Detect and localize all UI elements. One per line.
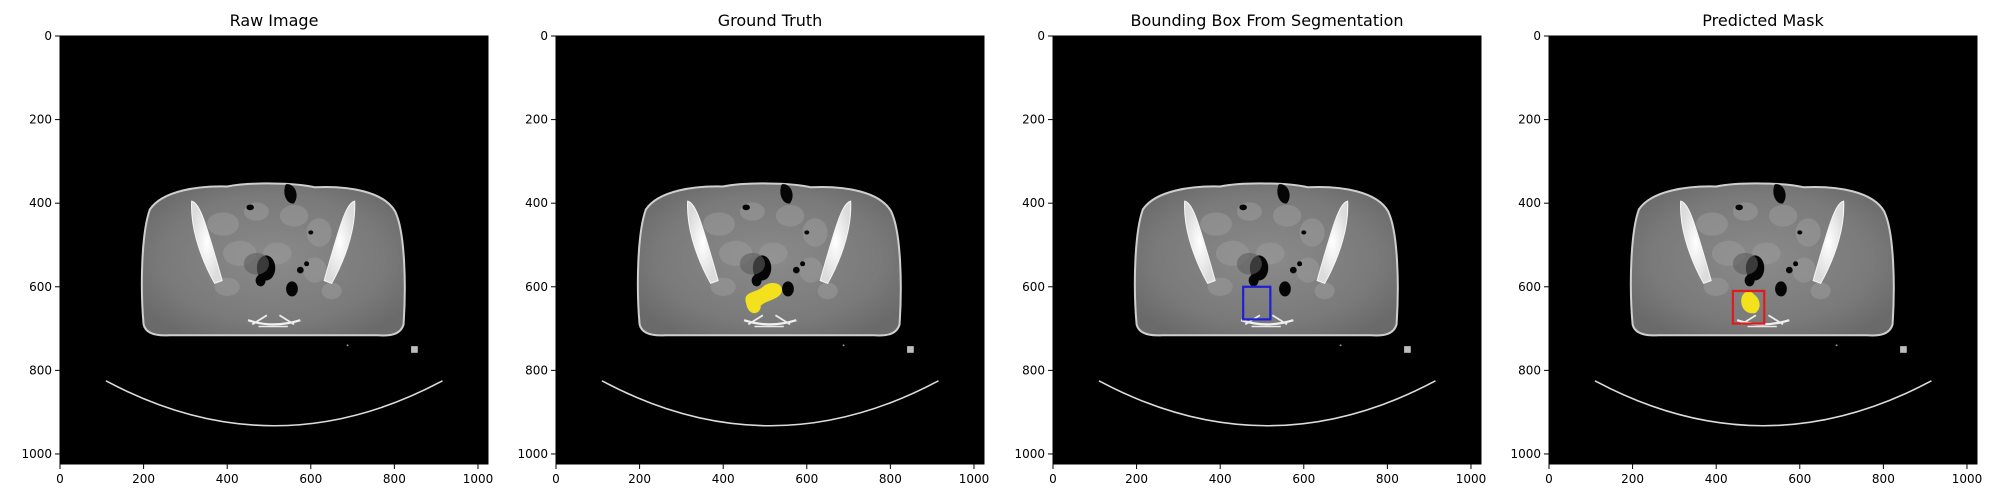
y-tick-label: 1000 xyxy=(1510,447,1541,461)
x-tick-label: 800 xyxy=(383,472,406,486)
ct-scan-slice xyxy=(105,182,443,427)
x-tick-label: 1000 xyxy=(1456,472,1487,486)
y-tick-label: 0 xyxy=(1037,29,1045,43)
segmentation-bounding-box xyxy=(1242,285,1272,321)
y-tick-label: 600 xyxy=(1518,280,1541,294)
y-tick-label: 200 xyxy=(525,113,548,127)
panel-4: Predicted Mask 0 200 400 600 800 1000 0 200 400 60… xyxy=(1510,11,1982,486)
panel-3: Bounding Box From Segmentation 0 200 400 600… xyxy=(1014,11,1486,486)
x-tick-label: 400 xyxy=(1209,472,1232,486)
x-tick-label: 800 xyxy=(1376,472,1399,486)
y-tick-label: 0 xyxy=(540,29,548,43)
x-tick-label: 1000 xyxy=(959,472,990,486)
y-tick-label: 600 xyxy=(525,280,548,294)
y-tick-label: 200 xyxy=(29,113,52,127)
y-tick-label: 800 xyxy=(525,363,548,377)
panel-title: Raw Image xyxy=(230,11,319,30)
x-tick-label: 800 xyxy=(879,472,902,486)
x-tick-label: 0 xyxy=(56,472,64,486)
ct-scan-slice xyxy=(1098,182,1436,427)
x-tick-label: 400 xyxy=(216,472,239,486)
panel-title: Ground Truth xyxy=(718,11,823,30)
y-tick-label: 600 xyxy=(1022,280,1045,294)
y-tick-label: 400 xyxy=(29,196,52,210)
y-tick-label: 400 xyxy=(1022,196,1045,210)
y-tick-label: 400 xyxy=(1518,196,1541,210)
ct-scan-slice xyxy=(601,182,939,427)
ct-scan-slice xyxy=(1594,182,1932,427)
y-tick-label: 1000 xyxy=(1014,447,1045,461)
y-tick-label: 1000 xyxy=(517,447,548,461)
axes-frame xyxy=(555,35,985,465)
x-tick-label: 1000 xyxy=(1952,472,1983,486)
axes-frame xyxy=(59,35,489,465)
x-tick-label: 200 xyxy=(1621,472,1644,486)
axes-frame xyxy=(1052,35,1482,465)
x-tick-label: 0 xyxy=(552,472,560,486)
x-tick-label: 600 xyxy=(795,472,818,486)
y-tick-label: 400 xyxy=(525,196,548,210)
panel-title: Bounding Box From Segmentation xyxy=(1130,11,1403,30)
x-tick-label: 200 xyxy=(132,472,155,486)
y-tick-label: 800 xyxy=(29,363,52,377)
y-tick-label: 600 xyxy=(29,280,52,294)
panel-title: Predicted Mask xyxy=(1702,11,1824,30)
x-tick-label: 0 xyxy=(1049,472,1057,486)
x-tick-label: 200 xyxy=(628,472,651,486)
y-tick-label: 800 xyxy=(1022,363,1045,377)
x-tick-label: 600 xyxy=(1788,472,1811,486)
x-tick-label: 600 xyxy=(1292,472,1315,486)
predicted-mask xyxy=(1741,291,1760,314)
x-tick-label: 200 xyxy=(1125,472,1148,486)
axes-frame xyxy=(1548,35,1978,465)
x-tick-label: 1000 xyxy=(463,472,494,486)
panel-2: Ground Truth 0 200 400 600 800 1000 0 200 400 600 8… xyxy=(517,11,989,486)
x-tick-label: 400 xyxy=(712,472,735,486)
y-tick-label: 0 xyxy=(44,29,52,43)
y-tick-label: 200 xyxy=(1022,113,1045,127)
y-tick-label: 200 xyxy=(1518,113,1541,127)
predicted-bounding-box xyxy=(1731,289,1766,325)
x-tick-label: 400 xyxy=(1705,472,1728,486)
y-tick-label: 0 xyxy=(1533,29,1541,43)
x-tick-label: 800 xyxy=(1872,472,1895,486)
x-tick-label: 600 xyxy=(299,472,322,486)
y-tick-label: 1000 xyxy=(21,447,52,461)
panel-1: Raw Image 0 200 400 600 800 1000 0 200 400 600 800 1… xyxy=(21,11,493,486)
ground-truth-mask xyxy=(745,282,782,314)
x-tick-label: 0 xyxy=(1545,472,1553,486)
y-tick-label: 800 xyxy=(1518,363,1541,377)
